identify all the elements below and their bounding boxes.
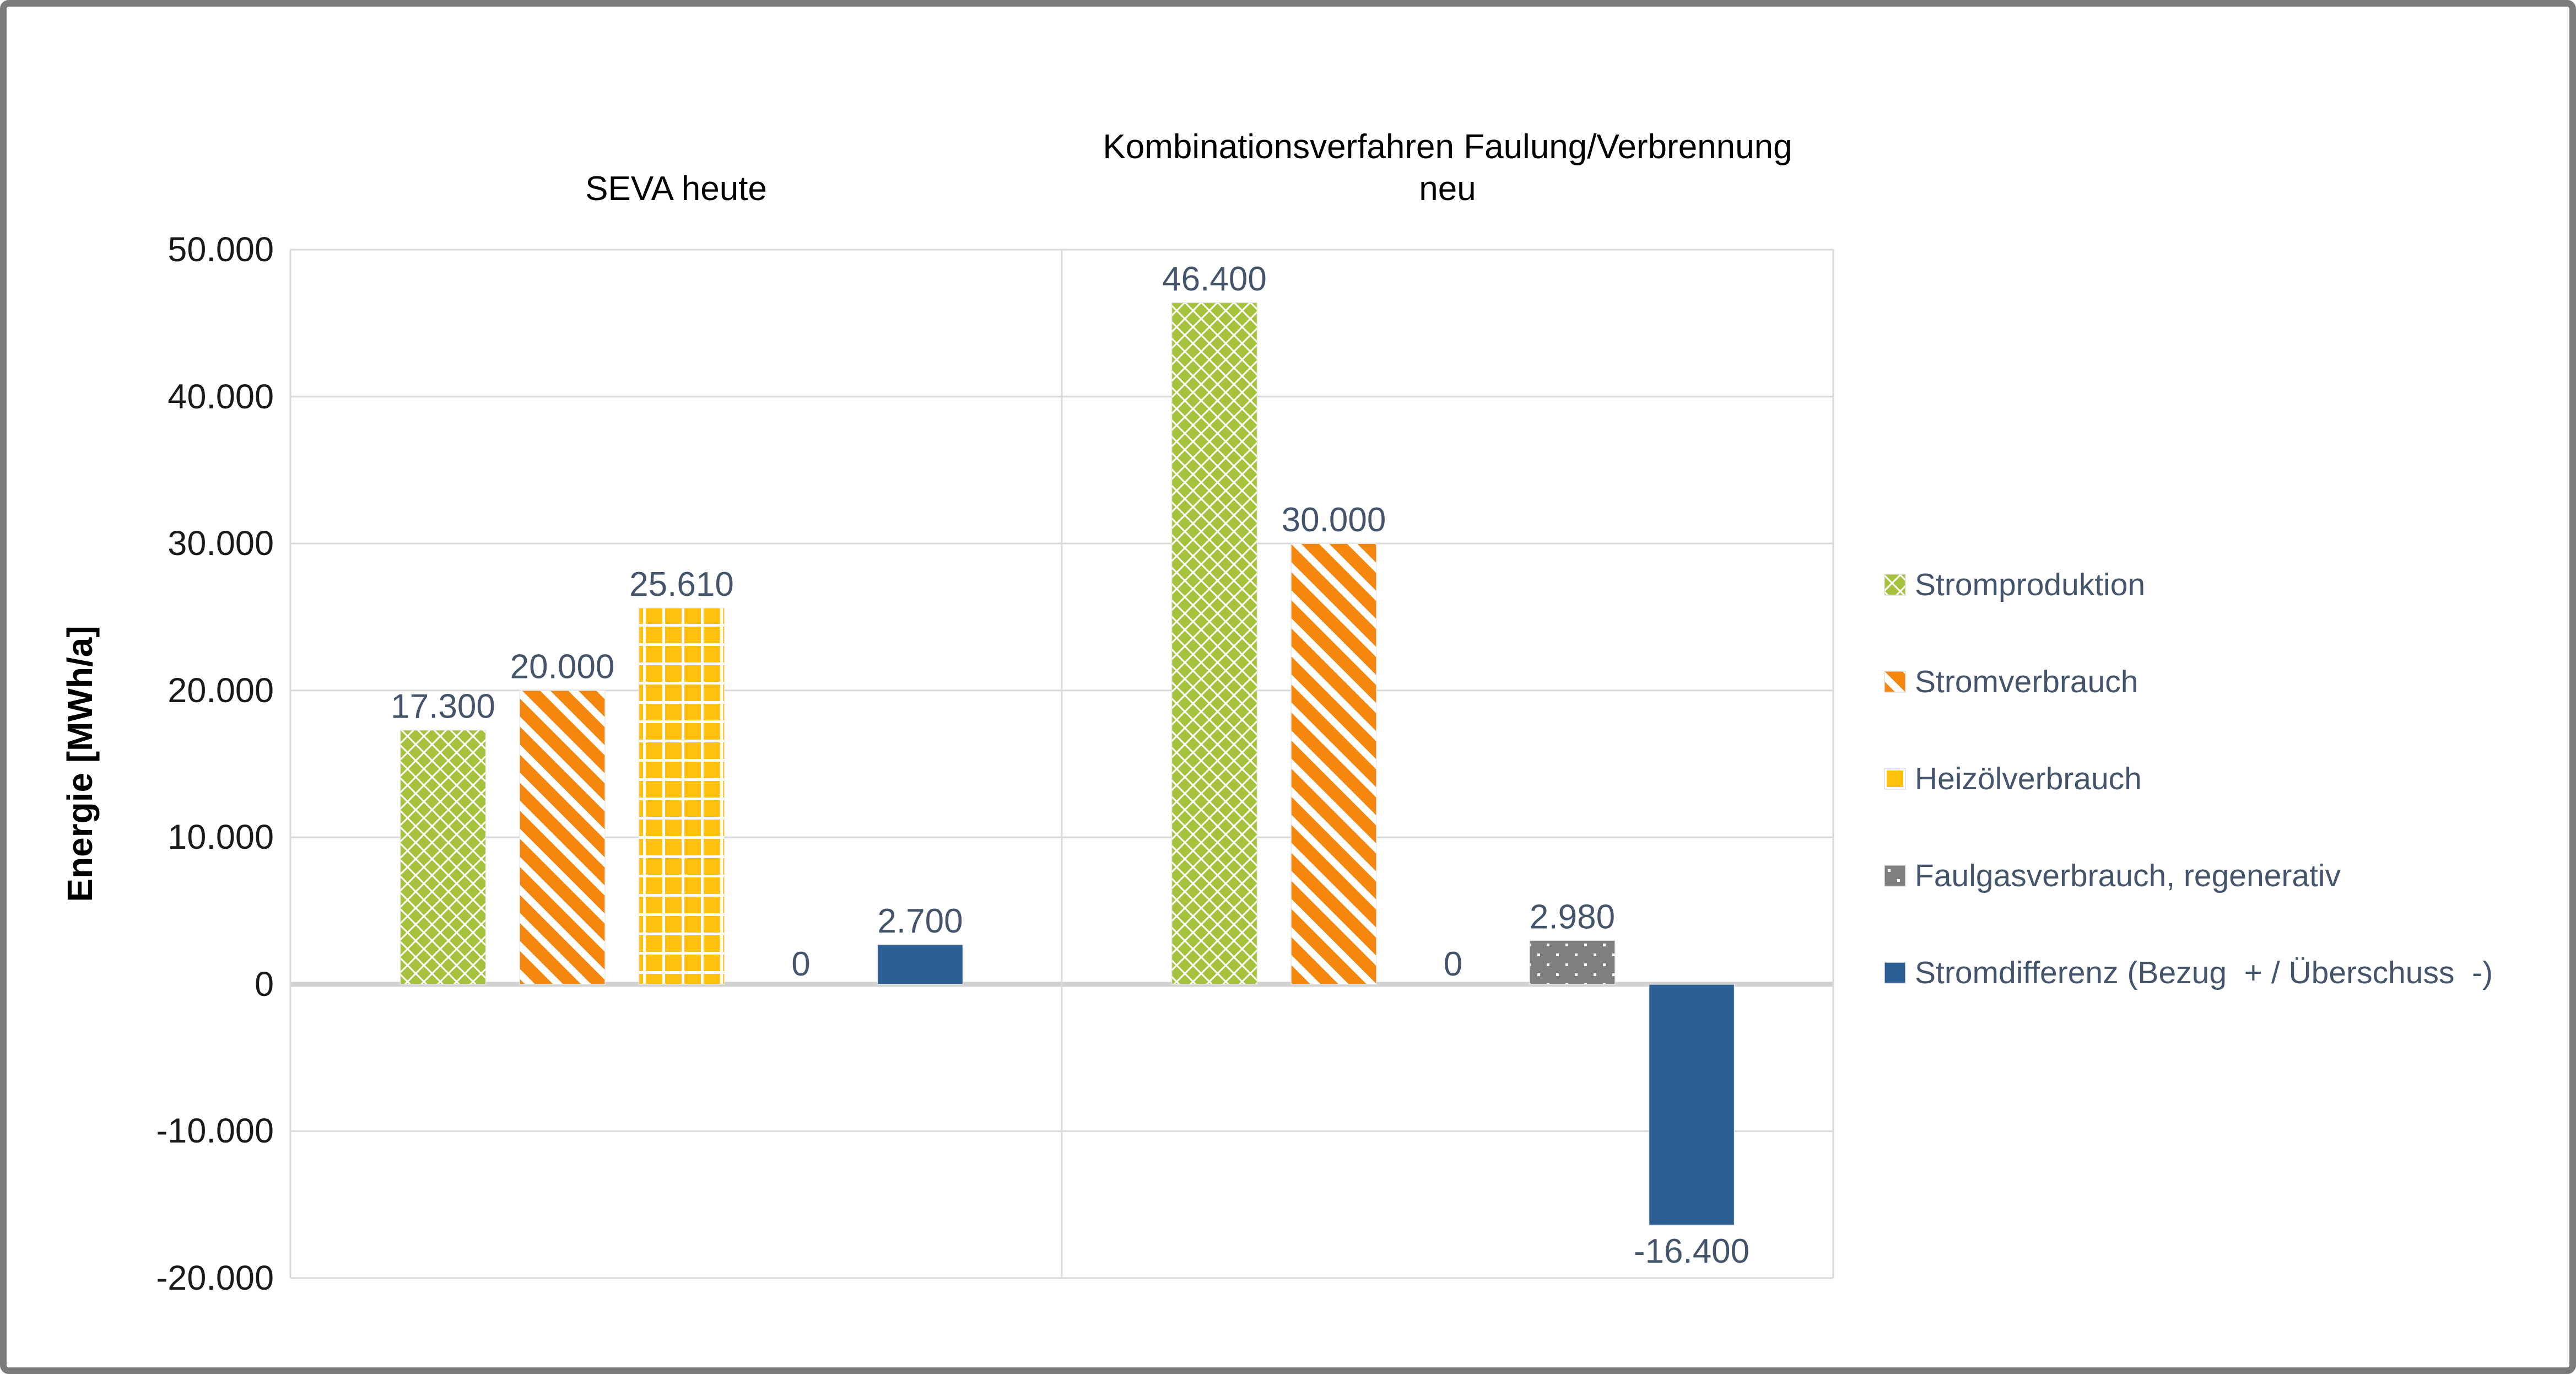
legend-label: Stromproduktion [1915, 567, 2146, 602]
y-tick-label: 0 [254, 965, 274, 1004]
y-tick-label: 40.000 [168, 377, 274, 416]
bar-green-lattice [399, 729, 487, 985]
bar-data-label: -16.400 [1634, 1232, 1749, 1270]
y-axis-title: Energie [MWh/a] [60, 626, 100, 902]
y-tick-label: -10.000 [156, 1112, 274, 1151]
y-tick-label: 20.000 [168, 671, 274, 710]
bar-gold-grid [638, 607, 725, 985]
bar-data-label: 46.400 [1162, 260, 1267, 298]
legend-swatch-solid-blue-icon [1884, 962, 1906, 984]
bar-data-label: 30.000 [1282, 501, 1386, 539]
bar-solid-blue [1648, 984, 1735, 1226]
bar-solid-blue [877, 944, 964, 985]
legend-swatch-gray-dots-icon [1884, 865, 1906, 887]
bar-data-label: 2.700 [877, 902, 963, 940]
legend-label: Stromdifferenz (Bezug + / Überschuss -) [1915, 955, 2493, 990]
group-title-seva-heute: SEVA heute [585, 170, 767, 208]
chart-canvas: 17.300 20.000 25.610 0 2.700 46.400 30.000 0 2.9… [289, 249, 1834, 1279]
legend-item-orange-stripe: Stromverbrauch [1884, 661, 2138, 702]
group-title-kombinationsverfahren: Kombinationsverfahren Faulung/Verbrennun… [1103, 128, 1792, 208]
legend-label: Stromverbrauch [1915, 664, 2138, 699]
legend-item-solid-blue: Stromdifferenz (Bezug + / Überschuss -) [1884, 952, 2493, 993]
bar-gray-dots [1529, 940, 1616, 985]
bar-orange-stripe [1290, 543, 1377, 985]
y-tick-label: -20.000 [156, 1259, 274, 1297]
bar-data-label: 0 [791, 945, 810, 983]
legend-label: Heizölverbrauch [1915, 761, 2142, 796]
legend-swatch-orange-stripe-icon [1884, 671, 1906, 693]
y-tick-label: 10.000 [168, 818, 274, 857]
legend-item-gold-grid: Heizölverbrauch [1884, 758, 2142, 799]
bar-data-label: 25.610 [629, 565, 734, 604]
bar-green-lattice [1171, 302, 1258, 985]
legend-item-green-lattice: Stromproduktion [1884, 564, 2145, 605]
bar-data-label: 20.000 [510, 648, 615, 686]
legend-item-gray-dots: Faulgasverbrauch, regenerativ [1884, 855, 2341, 896]
bar-data-label: 17.300 [391, 688, 495, 726]
bars-layer: 17.300 20.000 25.610 0 2.700 46.400 30.000 0 2.9… [391, 260, 1749, 1270]
legend-swatch-green-lattice-icon [1884, 574, 1906, 596]
legend-swatch-gold-grid-icon [1884, 768, 1906, 790]
legend-label: Faulgasverbrauch, regenerativ [1915, 858, 2341, 893]
y-tick-label: 50.000 [168, 230, 274, 269]
y-tick-label: 30.000 [168, 524, 274, 563]
bar-orange-stripe [519, 689, 606, 985]
bar-data-label: 2.980 [1530, 898, 1615, 936]
bar-data-label: 0 [1444, 945, 1462, 983]
